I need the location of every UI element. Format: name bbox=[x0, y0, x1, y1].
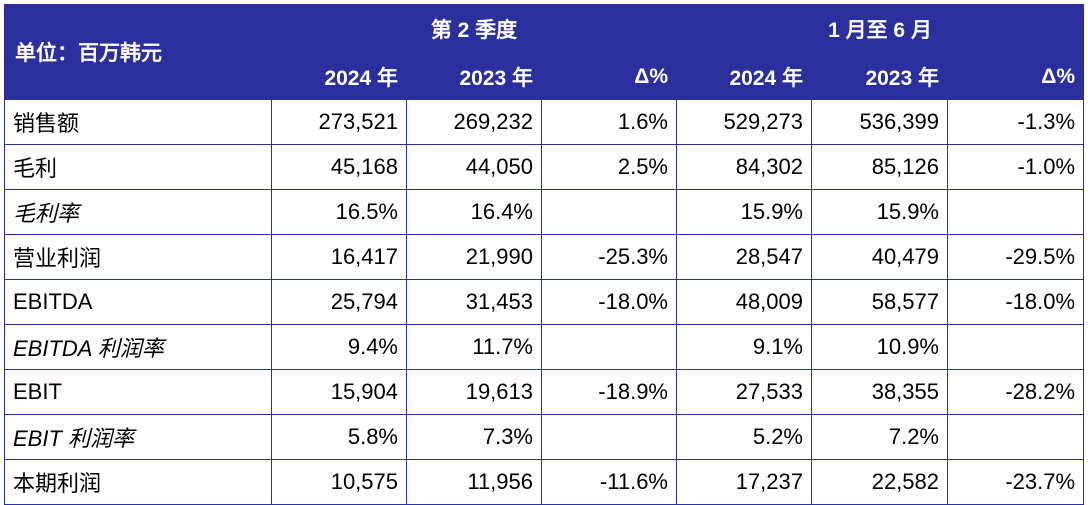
table-cell: 15.9% bbox=[811, 189, 948, 235]
table-cell: 27,533 bbox=[676, 369, 812, 415]
table-body: 销售额 273,521 269,232 1.6% 529,273 536,399 -1.3%… bbox=[4, 99, 1085, 505]
row-label: 毛利 bbox=[4, 144, 272, 190]
table-cell: 31,453 bbox=[406, 279, 542, 325]
row-label: EBIT 利润率 bbox=[4, 414, 272, 460]
table-cell: -28.2% bbox=[946, 369, 1085, 415]
table-row: 销售额 273,521 269,232 1.6% 529,273 536,399 -1.3% bbox=[4, 99, 1085, 145]
table-cell: 7.3% bbox=[406, 414, 542, 460]
column-header: 2024 年 bbox=[271, 53, 407, 100]
table-cell: 529,273 bbox=[676, 99, 812, 145]
table-cell: 22,582 bbox=[811, 459, 948, 505]
table-cell: 16,417 bbox=[271, 234, 407, 280]
table-cell: -29.5% bbox=[946, 234, 1085, 280]
table-cell: -18.0% bbox=[541, 279, 677, 325]
row-label: 销售额 bbox=[4, 99, 272, 145]
table-cell: 84,302 bbox=[676, 144, 812, 190]
table-cell bbox=[541, 189, 677, 235]
table-cell: 48,009 bbox=[676, 279, 812, 325]
table-cell bbox=[541, 324, 677, 370]
table-cell bbox=[946, 324, 1085, 370]
table-cell: 38,355 bbox=[811, 369, 948, 415]
table-cell: 19,613 bbox=[406, 369, 542, 415]
table-cell: 1.6% bbox=[541, 99, 677, 145]
table-cell: 536,399 bbox=[811, 99, 948, 145]
table-cell: 10,575 bbox=[271, 459, 407, 505]
table-cell: 269,232 bbox=[406, 99, 542, 145]
table-cell: 28,547 bbox=[676, 234, 812, 280]
table-cell: 40,479 bbox=[811, 234, 948, 280]
table-cell: 21,990 bbox=[406, 234, 542, 280]
table-cell: 17,237 bbox=[676, 459, 812, 505]
column-header: Δ% bbox=[946, 53, 1085, 100]
table-row: EBITDA 利润率 9.4% 11.7% 9.1% 10.9% bbox=[4, 324, 1085, 370]
row-label: 毛利率 bbox=[4, 189, 272, 235]
table-row: 本期利润 10,575 11,956 -11.6% 17,237 22,582 -23.7% bbox=[4, 459, 1085, 505]
row-label: 营业利润 bbox=[4, 234, 272, 280]
table-cell: 5.2% bbox=[676, 414, 812, 460]
table-row: 毛利率 16.5% 16.4% 15.9% 15.9% bbox=[4, 189, 1085, 235]
table-cell: 9.4% bbox=[271, 324, 407, 370]
table-cell: 11,956 bbox=[406, 459, 542, 505]
table-cell: 25,794 bbox=[271, 279, 407, 325]
table-cell: -1.3% bbox=[946, 99, 1085, 145]
table-cell bbox=[946, 414, 1085, 460]
table-cell: -18.9% bbox=[541, 369, 677, 415]
table-cell: -18.0% bbox=[946, 279, 1085, 325]
table-cell: 5.8% bbox=[271, 414, 407, 460]
row-label: EBITDA 利润率 bbox=[4, 324, 272, 370]
financial-table: 单位：百万韩元 第 2 季度 1 月至 6 月 2024 年 2023 年 Δ%… bbox=[4, 4, 1085, 505]
group-header-q2: 第 2 季度 bbox=[271, 4, 677, 54]
table-cell: 10.9% bbox=[811, 324, 948, 370]
row-label: EBITDA bbox=[4, 279, 272, 325]
table-cell: 15.9% bbox=[676, 189, 812, 235]
table-cell: -25.3% bbox=[541, 234, 677, 280]
table-cell: 85,126 bbox=[811, 144, 948, 190]
table-cell: 16.5% bbox=[271, 189, 407, 235]
table-cell bbox=[946, 189, 1085, 235]
unit-label: 单位：百万韩元 bbox=[4, 4, 272, 100]
table-row: EBIT 15,904 19,613 -18.9% 27,533 38,355 -28.2% bbox=[4, 369, 1085, 415]
table-cell: 11.7% bbox=[406, 324, 542, 370]
table-cell: 44,050 bbox=[406, 144, 542, 190]
table-cell: 16.4% bbox=[406, 189, 542, 235]
column-header: 2024 年 bbox=[676, 53, 812, 100]
table-cell: -23.7% bbox=[946, 459, 1085, 505]
table-cell: -1.0% bbox=[946, 144, 1085, 190]
table-cell: 58,577 bbox=[811, 279, 948, 325]
group-header-h1: 1 月至 6 月 bbox=[675, 4, 1085, 54]
column-header: 2023 年 bbox=[811, 53, 948, 100]
table-cell: 7.2% bbox=[811, 414, 948, 460]
table-cell: 9.1% bbox=[676, 324, 812, 370]
table-row: 毛利 45,168 44,050 2.5% 84,302 85,126 -1.0% bbox=[4, 144, 1085, 190]
table-row: EBITDA 25,794 31,453 -18.0% 48,009 58,577 -18.… bbox=[4, 279, 1085, 325]
column-header: Δ% bbox=[541, 53, 677, 100]
table-cell: 45,168 bbox=[271, 144, 407, 190]
table-cell: -11.6% bbox=[541, 459, 677, 505]
table-row: 营业利润 16,417 21,990 -25.3% 28,547 40,479 -29.5% bbox=[4, 234, 1085, 280]
table-cell: 273,521 bbox=[271, 99, 407, 145]
table-cell: 15,904 bbox=[271, 369, 407, 415]
table-cell: 2.5% bbox=[541, 144, 677, 190]
row-label: 本期利润 bbox=[4, 459, 272, 505]
row-label: EBIT bbox=[4, 369, 272, 415]
table-cell bbox=[541, 414, 677, 460]
table-header: 单位：百万韩元 第 2 季度 1 月至 6 月 2024 年 2023 年 Δ%… bbox=[4, 4, 1085, 100]
table-row: EBIT 利润率 5.8% 7.3% 5.2% 7.2% bbox=[4, 414, 1085, 460]
column-header: 2023 年 bbox=[406, 53, 542, 100]
